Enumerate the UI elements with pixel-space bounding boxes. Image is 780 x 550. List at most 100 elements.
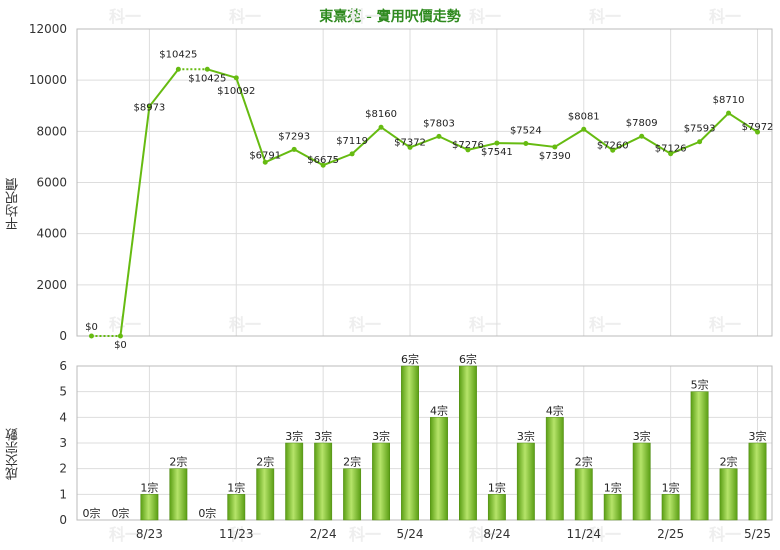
price-line-segment [525,142,555,148]
count-data-label: 1宗 [140,480,158,494]
price-point [291,146,297,152]
count-data-label: 3宗 [372,429,390,443]
price-point [378,124,384,130]
y-tick-label: 8000 [36,124,67,138]
price-line-segment [728,112,759,133]
price-data-label: $8160 [365,109,397,120]
count-bar [632,442,651,521]
y-tick-label: 0 [59,329,67,343]
price-point [175,66,181,72]
price-data-label: $6791 [249,150,281,161]
count-data-label: 2宗 [343,455,361,469]
count-data-label: 2宗 [575,455,593,469]
price-point [726,110,732,116]
count-data-label: 4宗 [430,403,448,417]
price-data-label: $8710 [713,95,745,106]
count-data-label: 0宗 [111,506,129,520]
price-point [117,333,123,339]
watermark: 科一 [229,315,261,334]
x-tick-label: 11/23 [219,527,254,541]
price-line-segment [322,152,353,167]
x-tick-label: 2/25 [657,527,684,541]
price-data-label: $8081 [568,111,600,122]
count-bar [574,468,593,521]
watermark: 科一 [349,315,381,334]
watermark: 科一 [229,525,261,544]
x-tick-label: 5/24 [397,527,424,541]
y-tick-label: 5 [59,385,67,399]
price-point [146,103,152,109]
count-bar [169,468,188,521]
count-data-label: 0宗 [82,506,100,520]
price-point [320,162,326,168]
price-line-segment [641,135,672,155]
price-data-label: $7260 [597,140,629,151]
price-line-segment [207,68,237,79]
price-data-label: $7372 [394,137,426,148]
price-point [465,147,471,153]
count-data-label: 1宗 [662,480,680,494]
count-data-label: 2宗 [169,455,187,469]
watermark: 科一 [709,315,741,334]
price-data-label: $7593 [684,124,716,135]
y-tick-label: 3 [59,436,67,450]
price-line-segment [235,77,267,163]
price-point [552,144,558,150]
price-point [436,133,442,139]
count-bar [314,442,333,521]
y-tick-label: 1 [59,487,67,501]
watermark: 科一 [709,7,741,26]
watermark: 科一 [469,525,501,544]
price-data-label: $0 [114,340,127,351]
count-data-label: 6宗 [401,352,419,366]
y-tick-label: 2 [59,462,67,476]
y-tick-label: 6 [59,359,67,373]
price-point [581,126,587,132]
price-point [349,151,355,157]
watermark: 科一 [349,7,381,26]
count-bar [459,365,477,521]
price-data-label: $6675 [307,155,339,166]
count-bar [343,468,362,521]
price-data-label: $7293 [278,131,310,142]
price-data-label: $7809 [626,118,658,129]
watermark: 科一 [109,525,141,544]
price-line-segment [380,126,411,149]
price-line-segment [467,142,498,151]
watermark: 科一 [469,7,501,26]
count-bar [140,494,159,521]
count-bar [285,442,304,521]
count-bar [545,417,564,521]
count-data-label: 3宗 [285,429,303,443]
y-tick-label: 10000 [29,73,67,87]
count-data-label: 2宗 [720,455,738,469]
watermark: 科一 [349,525,381,544]
price-data-label: $7119 [336,136,368,147]
plot-frame [76,365,773,521]
price-line-segment [148,68,180,108]
count-data-label: 3宗 [314,429,332,443]
price-line-segment [409,135,440,149]
price-line-segment [612,135,643,152]
price-data-label: $7803 [423,118,455,129]
y-tick-label: 4000 [36,227,67,241]
price-data-label: $7972 [742,122,774,133]
price-point [204,66,210,72]
price-data-label: $7126 [655,144,687,155]
x-tick-label: 8/24 [483,527,510,541]
y-tick-label: 4 [59,410,67,424]
count-data-label: 1宗 [604,480,622,494]
price-point [407,144,413,150]
y-tick-label: 6000 [36,176,67,190]
count-bar [719,468,738,521]
price-point [610,147,616,153]
x-tick-label: 11/24 [566,527,601,541]
price-line-segment [293,148,324,167]
price-line-segment [698,112,730,143]
x-tick-label: 8/23 [136,527,163,541]
price-data-label: $7541 [481,147,513,158]
price-data-label: $10092 [217,86,255,97]
price-line-segment [264,148,295,164]
price-point [262,159,268,165]
